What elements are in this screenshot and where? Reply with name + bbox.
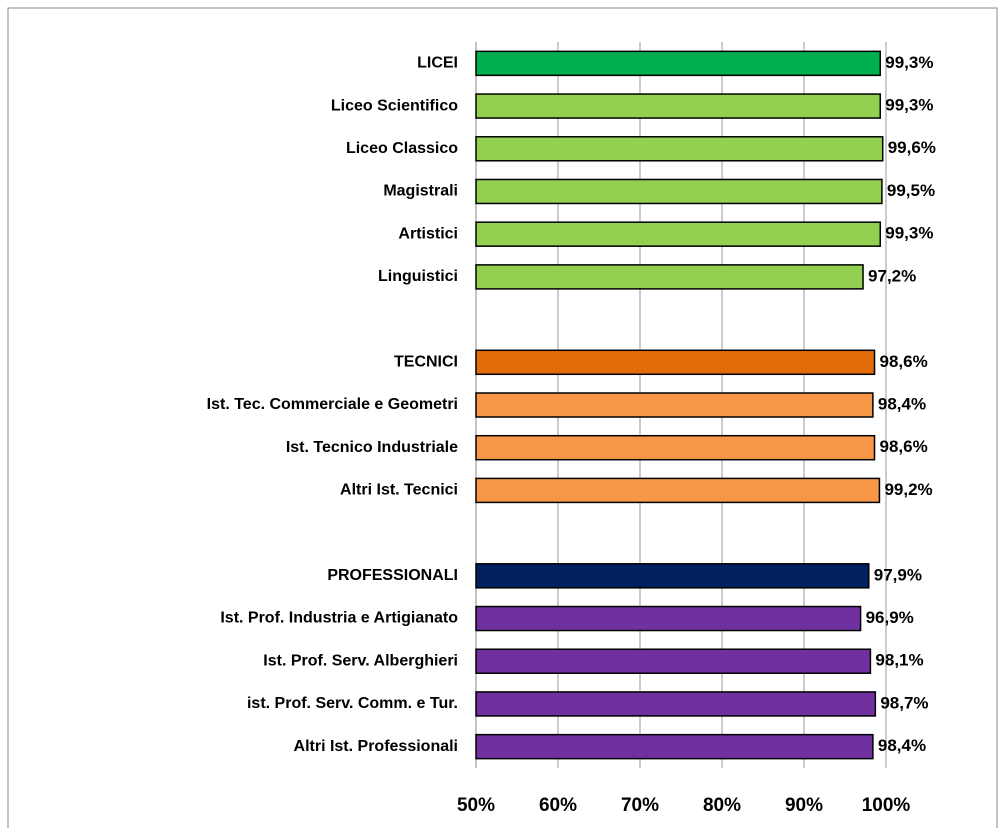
x-tick-label: 90% (785, 795, 823, 816)
y-tick-label: Liceo Classico (346, 140, 458, 157)
y-tick-label: TECNICI (394, 354, 458, 371)
bar (475, 264, 864, 290)
y-tick-label: Ist. Tec. Commerciale e Geometri (207, 396, 458, 413)
x-tick-label: 80% (703, 795, 741, 816)
bar (475, 648, 872, 674)
value-label: 99,3% (885, 224, 933, 243)
value-label: 98,7% (880, 693, 928, 712)
y-tick-label: Artistici (398, 225, 458, 242)
y-tick-label: Ist. Prof. Industria e Artigianato (220, 610, 458, 627)
value-label: 97,9% (874, 565, 922, 584)
value-label: 99,2% (884, 480, 932, 499)
bar (475, 434, 876, 461)
bar (475, 605, 862, 632)
value-label: 99,6% (888, 138, 936, 157)
value-label: 97,2% (868, 266, 916, 285)
y-tick-label: LICEI (417, 55, 458, 72)
value-label: 99,3% (885, 53, 933, 72)
value-label: 99,3% (885, 96, 933, 115)
bar (475, 392, 874, 418)
bar (475, 691, 877, 717)
value-label: 98,4% (878, 394, 926, 413)
y-tick-label: Altri Ist. Tecnici (340, 482, 458, 499)
value-label: 98,6% (880, 437, 928, 456)
y-tick-label: ist. Prof. Serv. Comm. e Tur. (247, 695, 458, 712)
x-tick-label: 70% (621, 795, 659, 816)
bar (475, 563, 870, 589)
y-tick-label: Ist. Tecnico Industriale (286, 439, 458, 456)
x-tick-label: 50% (457, 795, 495, 816)
bar (475, 93, 882, 119)
value-label: 96,9% (866, 608, 914, 627)
value-label: 98,1% (875, 651, 923, 670)
y-tick-label: Linguistici (378, 268, 458, 285)
bar (475, 136, 884, 162)
bar (475, 178, 883, 205)
y-tick-label: Altri Ist. Professionali (294, 738, 458, 755)
value-label: 99,5% (887, 181, 935, 200)
x-tick-label: 100% (862, 795, 911, 816)
bar (475, 349, 876, 376)
bar (475, 733, 874, 760)
bar (475, 50, 882, 77)
x-tick-label: 60% (539, 795, 577, 816)
y-tick-label: Magistrali (383, 183, 458, 200)
bar (475, 221, 882, 247)
value-label: 98,6% (880, 352, 928, 371)
y-tick-label: PROFESSIONALI (327, 567, 458, 584)
bar (475, 477, 881, 504)
y-tick-label: Ist. Prof. Serv. Alberghieri (263, 652, 458, 669)
value-label: 98,4% (878, 736, 926, 755)
chart-frame (7, 7, 998, 828)
y-tick-label: Liceo Scientifico (331, 97, 458, 114)
